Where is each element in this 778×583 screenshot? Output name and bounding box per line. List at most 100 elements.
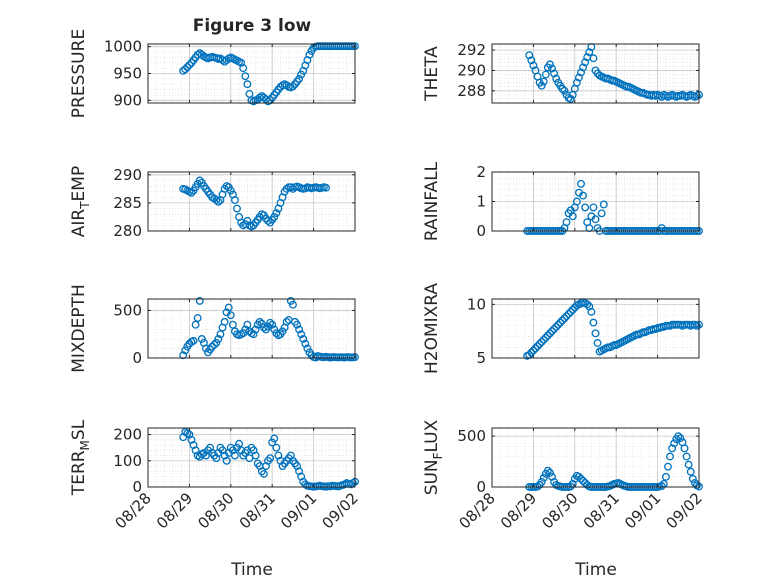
data-point [562,218,571,227]
data-point [268,438,277,447]
data-point [249,330,258,339]
data-point [288,82,297,91]
data-point [533,342,542,351]
x-tick-label: 09/01 [277,489,320,532]
x-tick-label: 09/02 [319,489,362,532]
data-point [286,296,295,305]
data-point [305,50,314,59]
y-axis-label: AIRTEMP [69,166,92,237]
data-point [268,320,277,329]
x-axis-label-left: Time [230,560,273,580]
x-tick-label: 08/31 [236,489,279,532]
x-tick-label: 08/29 [497,489,540,532]
y-tick-label: 285 [113,194,142,212]
data-point [537,477,546,486]
data-point [297,330,306,339]
data-point [224,303,233,312]
data-point [566,307,575,316]
data-point [181,65,190,74]
data-point [577,68,585,77]
y-axis-label: TERRMSL [69,419,92,496]
y-axis-label: MIXDEPTH [69,284,89,373]
x-tick-label: 08/30 [538,489,581,532]
y-tick-label: 1 [476,193,486,211]
data-point [560,314,569,323]
data-point [664,462,672,471]
data-point [548,327,556,336]
data-point [270,325,279,334]
data-point [299,335,308,343]
y-tick-label: 1000 [104,38,142,56]
data-point [278,327,287,336]
data-point [239,64,248,73]
data-point [550,69,559,78]
data-point [297,70,306,79]
data-point [670,439,679,448]
y-tick-label: 0 [132,478,142,496]
data-point [599,200,608,209]
data-point [189,336,198,345]
data-point [568,305,577,314]
data-point [272,443,281,452]
plot-area [148,428,355,487]
plot-area [492,428,699,487]
data-point [266,454,275,463]
data-point [295,74,304,83]
y-axis-label: H2OMIXRA [422,283,442,374]
data-point [212,196,221,205]
y-axis-label: RAINFALL [422,161,442,241]
y-axis-label: SUNFLUX [422,419,445,495]
subplot-8: 050008/2808/2908/3008/3109/0109/02SUNFLU… [422,419,706,532]
data-point [579,476,588,485]
data-point [535,340,544,349]
y-tick-label: 2 [476,163,486,181]
data-point [264,322,273,331]
y-tick-label: 290 [457,61,486,79]
subplot-7: 010020008/2808/2908/3008/3109/0109/02TER… [69,419,362,532]
data-point [552,322,561,331]
data-point [556,318,565,327]
data-point [560,86,569,95]
data-point [579,191,588,200]
data-point [181,346,190,355]
data-point [259,323,268,332]
data-point [589,203,598,212]
data-point [589,318,598,327]
data-point [587,307,596,316]
axes-box [147,298,356,359]
data-point [543,466,552,475]
data-point [548,64,556,73]
data-point [564,310,573,318]
subplot-2: 288 290 292 THETA [422,41,703,104]
data-point [593,339,602,347]
x-tick-label: 09/02 [663,489,706,532]
y-tick-label: 200 [113,426,142,444]
data-point [541,333,550,342]
data-point [243,80,252,89]
y-tick-label: 10 [467,295,486,313]
data-point [270,434,279,443]
axes-box [491,298,700,359]
data-point [210,340,219,349]
data-point [537,337,546,346]
axes-box [147,427,356,488]
data-point [303,344,312,353]
y-tick-label: 288 [457,82,486,100]
data-point [270,213,279,221]
data-point [527,56,536,65]
data-point [241,325,250,334]
data-point [533,482,542,491]
data-point [264,216,273,225]
data-point [676,434,685,443]
data-point [589,54,598,63]
data-point [185,60,194,69]
data-point [214,197,223,206]
subplot-3: 280 285 290 AIRTEMP [69,166,356,240]
data-point [558,316,567,325]
data-point [566,94,575,103]
figure-title: Figure 3 low [193,16,312,36]
data-point [222,456,231,465]
data-point [581,203,590,212]
data-point [243,216,252,225]
